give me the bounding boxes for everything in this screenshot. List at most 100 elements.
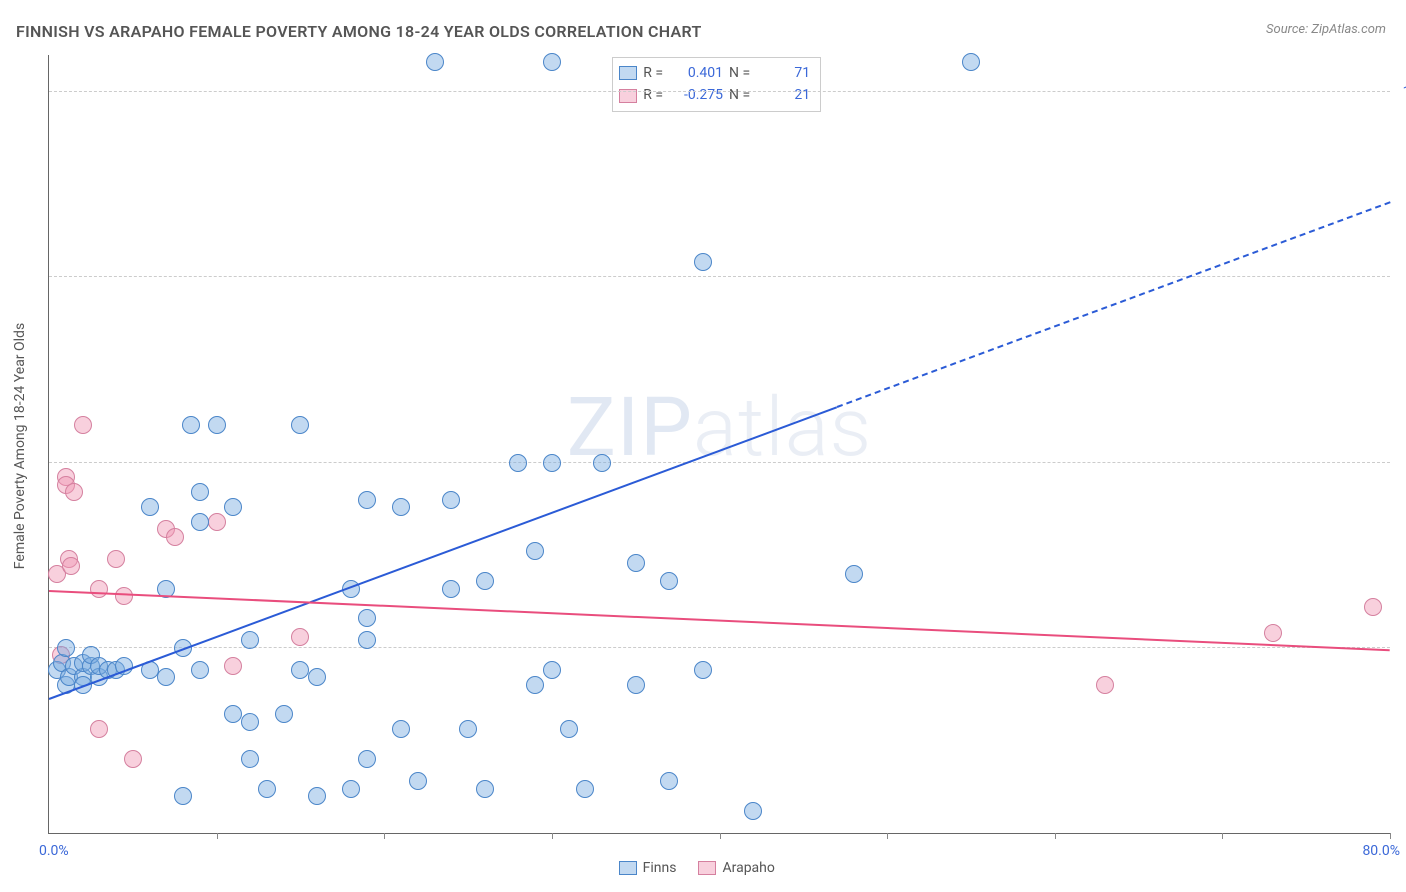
data-point — [358, 750, 376, 768]
data-point — [224, 657, 242, 675]
legend-item-arapaho: Arapaho — [698, 860, 774, 876]
swatch-finns — [619, 861, 637, 875]
data-point — [291, 628, 309, 646]
data-point — [291, 661, 309, 679]
data-point — [627, 554, 645, 572]
x-axis-min: 0.0% — [39, 843, 69, 859]
data-point — [1264, 624, 1282, 642]
r-label: R = — [643, 84, 663, 106]
data-point — [526, 676, 544, 694]
data-point — [694, 253, 712, 271]
legend-item-finns: Finns — [619, 860, 677, 876]
data-point — [241, 631, 259, 649]
data-point — [543, 53, 561, 71]
data-point — [426, 53, 444, 71]
data-point — [560, 720, 578, 738]
data-point — [62, 557, 80, 575]
x-tick — [1055, 833, 1056, 839]
swatch-finns — [619, 66, 637, 80]
y-tick-label: 50.0% — [1398, 455, 1406, 471]
data-point — [241, 713, 259, 731]
data-point — [124, 750, 142, 768]
data-point — [342, 780, 360, 798]
data-point — [459, 720, 477, 738]
x-tick — [217, 833, 218, 839]
data-point — [593, 454, 611, 472]
n-label: N = — [729, 84, 750, 106]
trend-line — [836, 201, 1390, 408]
data-point — [115, 587, 133, 605]
data-point — [191, 661, 209, 679]
corr-row-arapaho: R = -0.275 N = 21 — [619, 84, 810, 106]
y-axis-label: Female Poverty Among 18-24 Year Olds — [12, 323, 28, 569]
legend-label-arapaho: Arapaho — [722, 860, 774, 876]
gridline — [49, 462, 1390, 463]
data-point — [392, 498, 410, 516]
data-point — [208, 416, 226, 434]
data-point — [392, 720, 410, 738]
arapaho-r-value: -0.275 — [669, 84, 723, 106]
data-point — [660, 572, 678, 590]
data-point — [543, 661, 561, 679]
x-tick — [1390, 833, 1391, 839]
data-point — [442, 491, 460, 509]
data-point — [90, 720, 108, 738]
data-point — [157, 668, 175, 686]
data-point — [90, 580, 108, 598]
data-point — [191, 513, 209, 531]
data-point — [962, 53, 980, 71]
data-point — [258, 780, 276, 798]
chart-title: FINNISH VS ARAPAHO FEMALE POVERTY AMONG … — [16, 22, 702, 41]
r-label: R = — [643, 62, 663, 84]
data-point — [141, 498, 159, 516]
data-point — [74, 416, 92, 434]
data-point — [543, 454, 561, 472]
data-point — [845, 565, 863, 583]
data-point — [57, 639, 75, 657]
correlation-legend: R = 0.401 N = 71 R = -0.275 N = 21 — [612, 57, 821, 112]
data-point — [224, 498, 242, 516]
data-point — [694, 661, 712, 679]
data-point — [442, 580, 460, 598]
n-label: N = — [729, 62, 750, 84]
data-point — [224, 705, 242, 723]
data-point — [409, 772, 427, 790]
data-point — [182, 416, 200, 434]
y-tick-label: 75.0% — [1398, 269, 1406, 285]
x-tick — [887, 833, 888, 839]
data-point — [358, 609, 376, 627]
series-legend: Finns Arapaho — [619, 860, 775, 876]
data-point — [107, 550, 125, 568]
data-point — [526, 542, 544, 560]
x-tick — [720, 833, 721, 839]
finns-n-value: 71 — [756, 62, 810, 84]
data-point — [358, 491, 376, 509]
data-point — [744, 802, 762, 820]
x-tick — [552, 833, 553, 839]
x-tick — [1222, 833, 1223, 839]
data-point — [241, 750, 259, 768]
swatch-arapaho — [698, 861, 716, 875]
data-point — [275, 705, 293, 723]
data-point — [166, 528, 184, 546]
data-point — [208, 513, 226, 531]
arapaho-n-value: 21 — [756, 84, 810, 106]
data-point — [308, 787, 326, 805]
data-point — [308, 668, 326, 686]
data-point — [476, 780, 494, 798]
data-point — [1364, 598, 1382, 616]
data-point — [358, 631, 376, 649]
data-point — [576, 780, 594, 798]
trend-line — [49, 406, 838, 700]
x-axis-max: 80.0% — [1362, 843, 1400, 859]
y-tick-label: 100.0% — [1398, 84, 1406, 100]
data-point — [476, 572, 494, 590]
data-point — [660, 772, 678, 790]
finns-r-value: 0.401 — [669, 62, 723, 84]
source-label: Source: ZipAtlas.com — [1266, 22, 1386, 37]
data-point — [627, 676, 645, 694]
data-point — [174, 787, 192, 805]
data-point — [291, 416, 309, 434]
data-point — [509, 454, 527, 472]
gridline — [49, 91, 1390, 92]
